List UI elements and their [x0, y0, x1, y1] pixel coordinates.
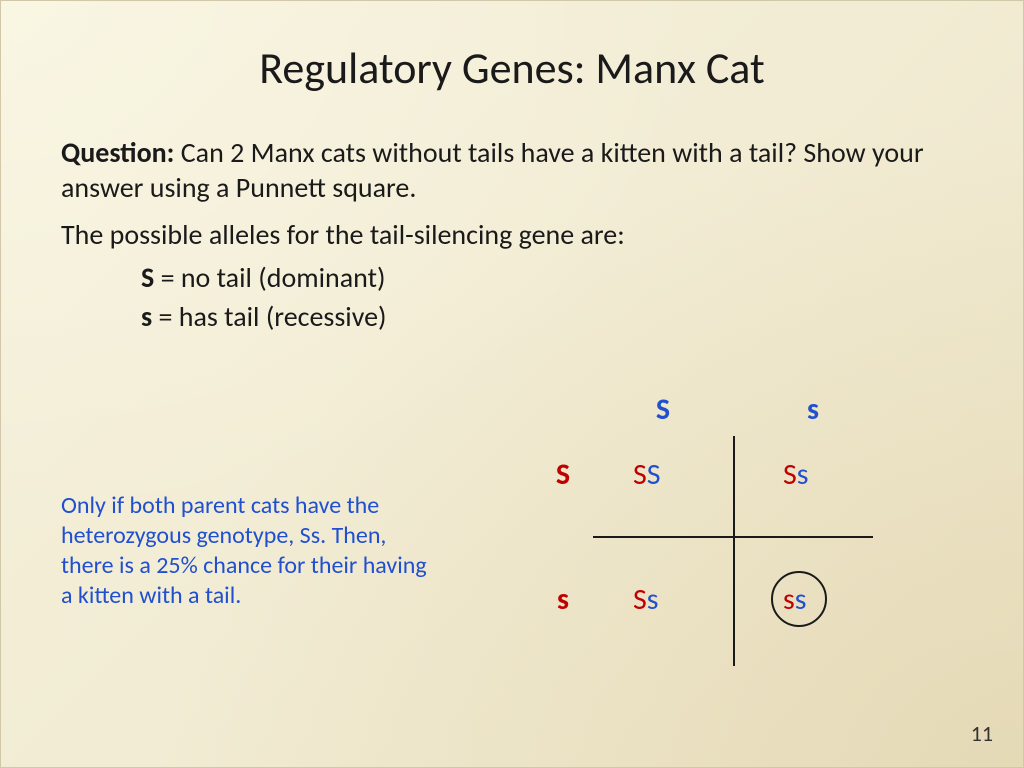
answer-text: Only if both parent cats have the hetero… [61, 491, 441, 611]
allele-dominant: S = no tail (dominant) [141, 260, 963, 295]
question-paragraph: Question: Can 2 Manx cats without tails … [61, 135, 963, 205]
page-number: 11 [971, 720, 993, 747]
punnett-cell-r1c2: Ss [783, 456, 809, 493]
slide: Regulatory Genes: Manx Cat Question: Can… [1, 1, 1023, 767]
allele-S-label: S [141, 260, 154, 295]
punnett-row-header-1: S [543, 456, 583, 493]
allele-s-label: s [141, 299, 152, 334]
punnett-row-header-2: s [543, 581, 583, 618]
punnett-col-header-2: s [793, 391, 833, 428]
punnett-cell-r2c1: Ss [633, 581, 659, 618]
punnett-cell-r1c1: SS [633, 456, 661, 493]
question-label: Question: [61, 135, 174, 170]
punnett-col-header-1: S [643, 391, 683, 428]
allele-S-desc: = no tail (dominant) [154, 260, 385, 295]
punnett-vline [733, 436, 735, 666]
alleles-intro: The possible alleles for the tail-silenc… [61, 217, 963, 252]
allele-recessive: s = has tail (recessive) [141, 299, 963, 334]
slide-title: Regulatory Genes: Manx Cat [61, 41, 963, 95]
punnett-square: S s S s SS Ss Ss ss [543, 391, 883, 671]
question-text: Can 2 Manx cats without tails have a kit… [61, 135, 924, 205]
punnett-hline [593, 536, 873, 538]
allele-s-desc: = has tail (recessive) [152, 299, 386, 334]
punnett-highlight-circle [771, 571, 827, 627]
